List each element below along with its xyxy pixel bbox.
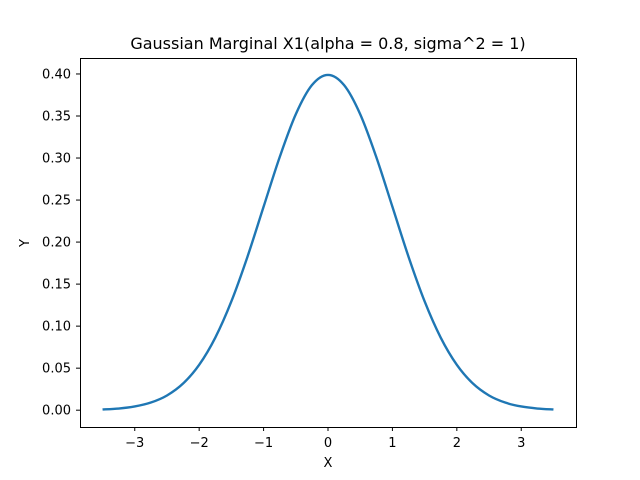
series-line — [102, 73, 554, 411]
y-tick-label: 0.30 — [42, 152, 71, 167]
y-axis-label: Y — [18, 239, 33, 248]
y-tick-label: 0.25 — [42, 194, 71, 209]
x-tick-label: −3 — [125, 436, 144, 451]
y-tick-label: 0.20 — [42, 236, 71, 251]
chart-title: Gaussian Marginal X1(alpha = 0.8, sigma^… — [130, 34, 525, 53]
y-axis-ticks: 0.00 0.05 0.10 0.15 0.20 0.25 0.30 0.35 0.40 — [42, 67, 80, 419]
y-tick-label: 0.10 — [42, 320, 71, 335]
plot-frame — [80, 58, 577, 428]
x-tick-label: 0 — [324, 436, 332, 451]
y-tick-label: 0.15 — [42, 278, 71, 293]
x-tick-label: −1 — [254, 436, 273, 451]
y-tick-label: 0.40 — [42, 67, 71, 82]
y-tick-label: 0.00 — [42, 404, 71, 419]
x-tick-label: 3 — [517, 436, 525, 451]
y-tick-label: 0.35 — [42, 109, 71, 124]
x-tick-label: 1 — [388, 436, 396, 451]
x-tick-label: 2 — [453, 436, 461, 451]
y-tick-label: 0.05 — [42, 362, 71, 377]
x-axis-label: X — [324, 456, 333, 471]
x-tick-label: −2 — [190, 436, 209, 451]
